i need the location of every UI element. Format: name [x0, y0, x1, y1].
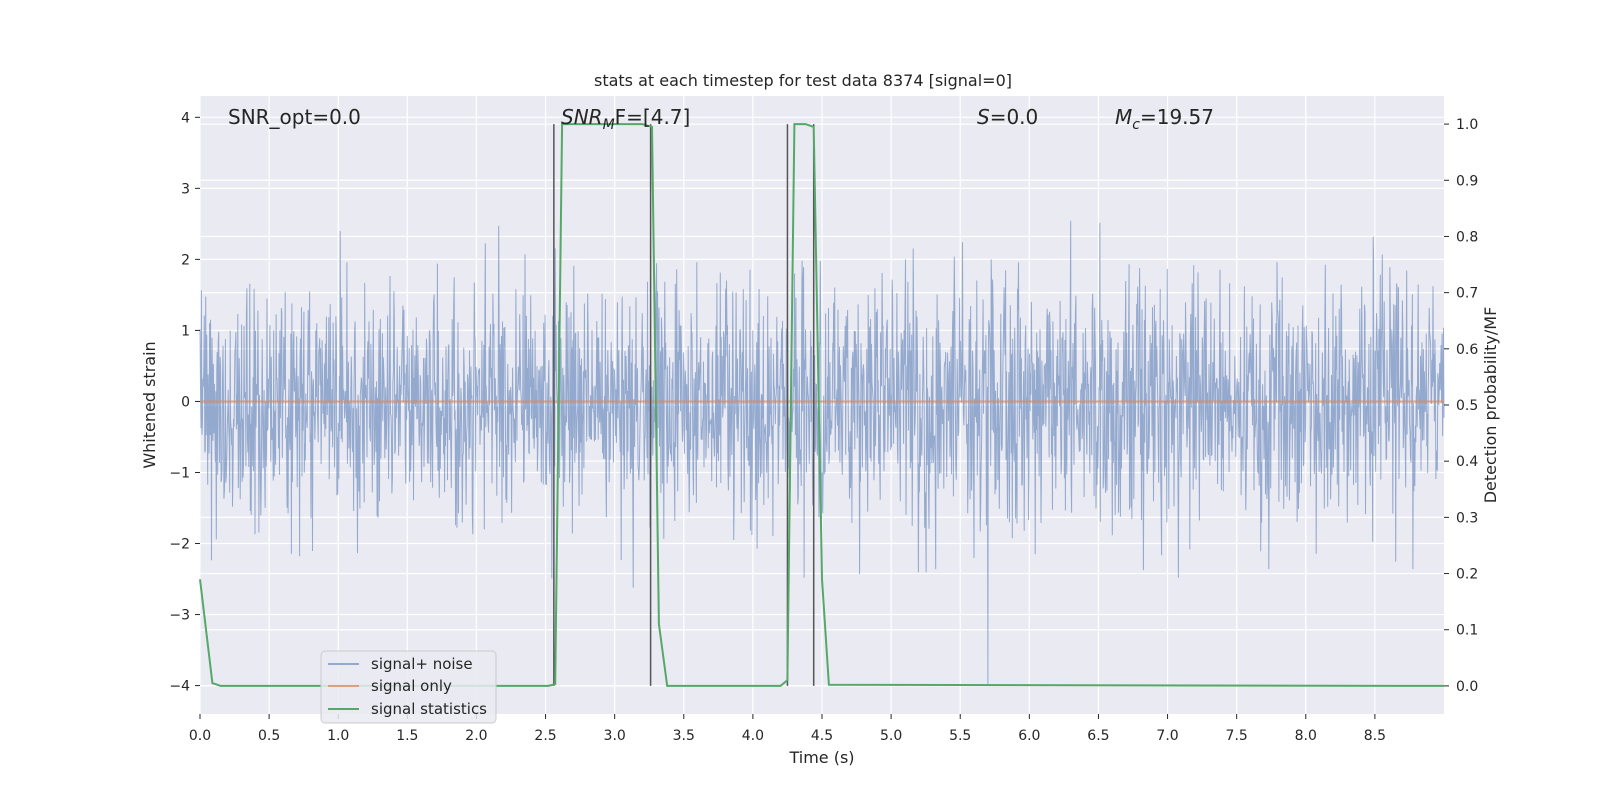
snr-mf-value: F=[4.7]: [615, 105, 691, 129]
chart-title: stats at each timestep for test data 837…: [594, 71, 1012, 90]
x-tick-label: 3.5: [673, 728, 695, 744]
y-right-tick-label: 1.0: [1456, 117, 1478, 133]
annotation-snr-opt: SNR_opt=0.0: [228, 105, 361, 129]
mc-symbol: M: [1115, 105, 1132, 129]
y-left-tick-label: 2: [181, 252, 190, 268]
y-left-tick-label: 3: [181, 181, 190, 197]
vertical-markers: [553, 124, 815, 686]
y-left-tick-label: −1: [169, 465, 190, 481]
x-tick-label: 6.0: [1018, 728, 1040, 744]
legend: signal+ noise signal only signal statist…: [320, 650, 497, 724]
y-right-tick-label: 0.8: [1456, 229, 1478, 245]
y-left-tick-label: 0: [181, 394, 190, 410]
y-axis-label-right: Detection probability/MF: [1481, 307, 1500, 504]
y-ticks-left: 4 3 2 1 0 −1 −2 −3 −4: [169, 110, 200, 695]
mc-subscript: c: [1132, 117, 1140, 133]
x-tick-label: 1.5: [396, 728, 418, 744]
x-tick-label: 7.5: [1226, 728, 1248, 744]
y-left-tick-label: −3: [169, 608, 190, 624]
x-tick-label: 8.0: [1295, 728, 1317, 744]
x-tick-label: 2.5: [534, 728, 556, 744]
y-right-tick-label: 0.1: [1456, 623, 1478, 639]
y-left-tick-label: −4: [169, 679, 190, 695]
x-ticks: 0.0 0.5 1.0 1.5 2.0 2.5 3.0 3.5 4.0 4.5 5.0 5.5 6.0 6…: [189, 714, 1386, 744]
y-right-tick-label: 0.3: [1456, 510, 1478, 526]
annotation-s: S=0.0: [977, 105, 1038, 129]
y-axis-label-left: Whitened strain: [140, 341, 159, 468]
y-ticks-right: 1.0 0.9 0.8 0.7 0.6 0.5 0.4 0.3 0.2 0.1 0.0: [1444, 117, 1478, 695]
legend-label-signal-noise: signal+ noise: [371, 655, 473, 673]
annotation-snr-mf: SNRMF=[4.7]: [561, 105, 690, 133]
x-tick-label: 5.0: [880, 728, 902, 744]
y-left-tick-label: 1: [181, 323, 190, 339]
x-tick-label: 4.0: [742, 728, 764, 744]
y-right-tick-label: 0.9: [1456, 173, 1478, 189]
x-tick-label: 3.0: [604, 728, 626, 744]
x-tick-label: 0.5: [258, 728, 280, 744]
y-right-tick-label: 0.6: [1456, 342, 1478, 358]
x-tick-label: 4.5: [811, 728, 833, 744]
y-right-tick-label: 0.7: [1456, 286, 1478, 302]
snr-mf-subscript: M: [603, 117, 615, 133]
x-tick-label: 7.0: [1156, 728, 1178, 744]
y-right-tick-label: 0.4: [1456, 454, 1478, 470]
y-left-tick-label: −2: [169, 537, 190, 553]
grid-lines: [199, 96, 1444, 714]
x-tick-label: 0.0: [189, 728, 211, 744]
y-right-tick-label: 0.2: [1456, 567, 1478, 583]
s-value: =0.0: [990, 105, 1039, 129]
legend-box: [320, 650, 497, 724]
x-axis-label: Time (s): [788, 748, 854, 767]
snr-mf-symbol: SNR: [561, 105, 603, 129]
x-tick-label: 5.5: [949, 728, 971, 744]
x-tick-label: 6.5: [1087, 728, 1109, 744]
series-signal-noise: [199, 220, 1445, 686]
legend-label-signal-only: signal only: [371, 677, 452, 695]
annotation-mc: Mc=19.57: [1115, 105, 1214, 133]
x-tick-label: 2.0: [465, 728, 487, 744]
x-tick-label: 8.5: [1364, 728, 1386, 744]
s-symbol: S: [977, 105, 990, 129]
y-right-tick-label: 0.5: [1456, 398, 1478, 414]
x-tick-label: 1.0: [327, 728, 349, 744]
mc-value: =19.57: [1140, 105, 1214, 129]
y-right-tick-label: 0.0: [1456, 679, 1478, 695]
legend-label-signal-statistics: signal statistics: [371, 700, 487, 718]
y-left-tick-label: 4: [181, 110, 190, 126]
noise-trace: [199, 220, 1445, 686]
